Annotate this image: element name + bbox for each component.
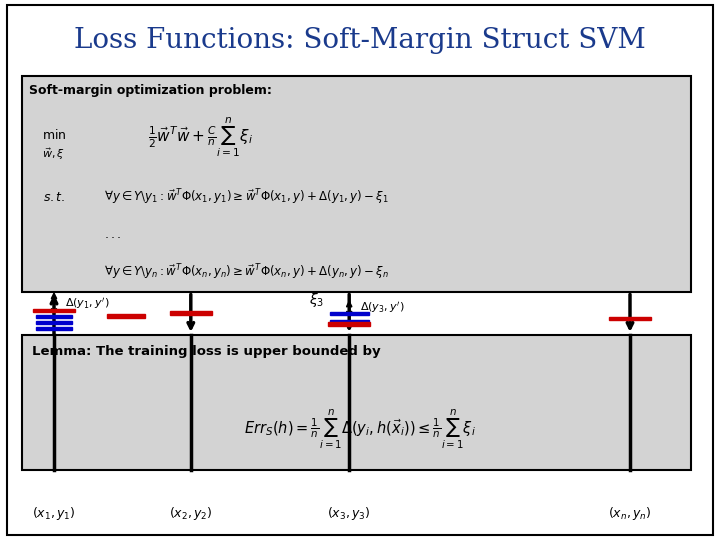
Bar [36, 315, 72, 318]
Text: $\xi_3$: $\xi_3$ [309, 291, 324, 309]
Text: $Err_S(h) = \frac{1}{n}\sum_{i=1}^{n}\Delta(y_i,h(\vec{x}_i)) \leq \frac{1}{n}\s: $Err_S(h) = \frac{1}{n}\sum_{i=1}^{n}\De… [244, 408, 476, 451]
Text: $(x_3, y_3)$: $(x_3, y_3)$ [328, 504, 371, 522]
Text: $\Delta(y_1,y')$: $\Delta(y_1,y')$ [65, 296, 109, 311]
Bar [330, 312, 369, 315]
Bar [328, 322, 370, 326]
Bar [22, 76, 691, 292]
Text: $\Delta(y_3,y')$: $\Delta(y_3,y')$ [360, 300, 405, 315]
Text: $(x_2, y_2)$: $(x_2, y_2)$ [169, 504, 212, 522]
Text: Loss Functions: Soft-Margin Struct SVM: Loss Functions: Soft-Margin Struct SVM [74, 27, 646, 54]
Text: $(x_n, y_n)$: $(x_n, y_n)$ [608, 504, 652, 522]
Text: $\vec{w},\xi$: $\vec{w},\xi$ [42, 146, 66, 162]
Bar [36, 327, 72, 329]
Bar [330, 320, 369, 323]
Text: $\frac{1}{2}\vec{w}^T\vec{w} + \frac{C}{n}\sum_{i=1}^{n}\xi_i$: $\frac{1}{2}\vec{w}^T\vec{w} + \frac{C}{… [148, 116, 253, 159]
Bar [170, 311, 212, 315]
Text: $\forall y\in Y\backslash y_1 : \vec{w}^T\Phi(x_1,y_1) \geq \vec{w}^T\Phi(x_1,y): $\forall y\in Y\backslash y_1 : \vec{w}^… [104, 187, 389, 207]
Text: $\mathrm{min}$: $\mathrm{min}$ [42, 128, 66, 142]
Text: $(x_1, y_1)$: $(x_1, y_1)$ [32, 504, 76, 522]
Bar [36, 321, 72, 323]
Bar [33, 308, 75, 312]
Text: Soft-margin optimization problem:: Soft-margin optimization problem: [29, 84, 271, 97]
Text: $\forall y\in Y\backslash y_n : \vec{w}^T\Phi(x_n,y_n) \geq \vec{w}^T\Phi(x_n,y): $\forall y\in Y\backslash y_n : \vec{w}^… [104, 263, 390, 282]
Text: Lemma: The training loss is upper bounded by: Lemma: The training loss is upper bounde… [32, 345, 381, 357]
Bar [609, 316, 651, 320]
Bar [22, 335, 691, 470]
Text: $...$: $...$ [104, 228, 122, 241]
Text: $s.t.$: $s.t.$ [42, 191, 66, 204]
Bar [107, 314, 145, 318]
